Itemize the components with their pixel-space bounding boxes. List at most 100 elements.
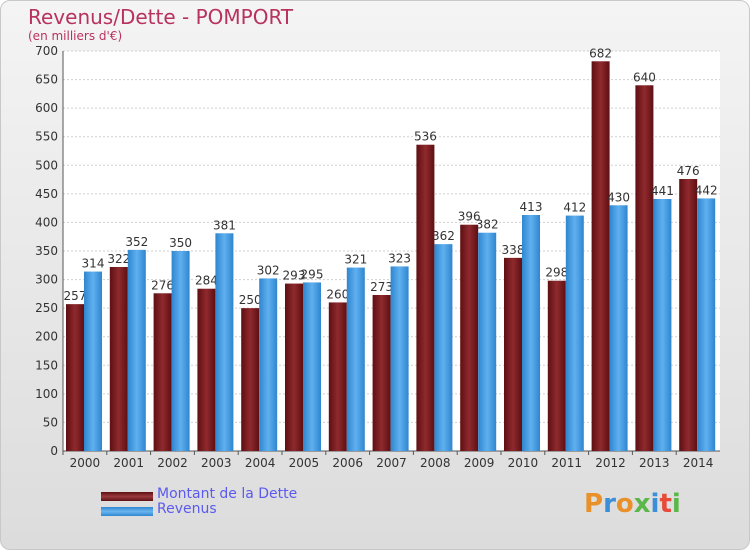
proxiti-logo: Proxiti	[584, 489, 681, 519]
data-label: 314	[82, 257, 105, 271]
x-tick-label: 2012	[595, 456, 626, 470]
bar-revenue	[259, 278, 278, 451]
x-tick-label: 2013	[639, 456, 670, 470]
logo-letter: P	[584, 489, 604, 519]
data-label: 323	[388, 251, 411, 265]
bar-revenue	[609, 205, 628, 451]
x-tick-label: 2010	[508, 456, 539, 470]
data-label: 430	[607, 190, 630, 204]
bar-debt	[372, 295, 391, 451]
data-label: 476	[677, 164, 700, 178]
y-tick-label: 650	[35, 73, 58, 87]
bar-debt	[241, 308, 260, 451]
data-label: 442	[695, 183, 718, 197]
bar-debt	[66, 304, 84, 451]
legend-swatch-revenue	[101, 507, 153, 516]
logo-letter: t	[659, 489, 672, 519]
data-label: 412	[563, 201, 586, 215]
bar-debt	[460, 224, 479, 451]
x-tick-label: 2000	[70, 456, 101, 470]
bar-revenue	[565, 215, 584, 451]
y-tick-label: 300	[35, 273, 58, 287]
bar-debt	[153, 293, 172, 451]
data-label: 284	[195, 274, 218, 288]
data-label: 381	[213, 218, 236, 232]
data-label: 260	[326, 287, 349, 301]
bar-revenue	[215, 233, 234, 451]
bar-revenue	[303, 282, 321, 451]
x-tick-label: 2002	[157, 456, 188, 470]
x-tick-label: 2008	[420, 456, 451, 470]
bar-revenue	[697, 198, 716, 451]
logo-letter: i	[650, 489, 660, 519]
data-label: 352	[125, 235, 148, 249]
y-tick-label: 350	[35, 244, 58, 258]
x-tick-label: 2011	[551, 456, 582, 470]
y-tick-label: 500	[35, 158, 58, 172]
data-label: 682	[589, 46, 612, 60]
logo-letter: x	[633, 489, 651, 519]
x-tick-label: 2009	[464, 456, 495, 470]
bar-debt	[504, 257, 522, 451]
bar-debt	[328, 302, 347, 451]
data-label: 413	[520, 200, 543, 214]
logo-letter: o	[615, 489, 634, 519]
data-label: 257	[64, 289, 87, 303]
data-label: 295	[301, 267, 324, 281]
bar-revenue	[653, 199, 672, 451]
y-tick-label: 700	[35, 44, 58, 58]
data-label: 273	[370, 280, 393, 294]
bar-revenue	[127, 249, 146, 451]
chart-title: Revenus/Dette - POMPORT	[28, 5, 294, 29]
data-label: 322	[107, 252, 130, 266]
bar-debt	[635, 85, 654, 452]
bar-revenue	[171, 251, 190, 451]
data-label: 362	[432, 229, 455, 243]
data-label: 396	[458, 210, 481, 224]
y-tick-label: 100	[35, 387, 58, 401]
bar-debt	[416, 144, 435, 451]
logo-letter: i	[671, 489, 681, 519]
data-label: 640	[633, 70, 656, 84]
data-label: 293	[283, 269, 306, 283]
x-tick-label: 2004	[245, 456, 276, 470]
bar-debt	[547, 280, 566, 451]
y-tick-label: 550	[35, 130, 58, 144]
legend-label-revenue: Revenus	[157, 501, 217, 517]
data-label: 321	[344, 253, 367, 267]
bar-debt	[109, 267, 128, 451]
data-label: 350	[169, 236, 192, 250]
x-tick-label: 2014	[683, 456, 714, 470]
data-label: 441	[651, 184, 674, 198]
bar-revenue	[346, 267, 365, 451]
data-label: 276	[151, 278, 174, 292]
legend-swatch-debt	[101, 492, 153, 501]
bar-revenue	[84, 271, 102, 451]
x-tick-label: 2005	[289, 456, 320, 470]
data-label: 298	[545, 266, 568, 280]
y-tick-label: 450	[35, 187, 58, 201]
data-label: 250	[239, 293, 262, 307]
y-tick-label: 50	[43, 415, 58, 429]
bar-revenue	[522, 215, 540, 451]
y-tick-label: 250	[35, 301, 58, 315]
y-tick-label: 400	[35, 215, 58, 229]
legend-label-debt: Montant de la Dette	[157, 486, 298, 502]
y-tick-label: 0	[50, 444, 58, 458]
bar-revenue	[390, 266, 409, 451]
x-tick-label: 2003	[201, 456, 232, 470]
chart-subtitle: (en milliers d'€)	[28, 29, 123, 43]
data-label: 536	[414, 130, 437, 144]
bar-debt	[679, 179, 698, 451]
logo-letter: r	[603, 489, 616, 519]
x-tick-label: 2001	[113, 456, 144, 470]
data-label: 338	[502, 243, 525, 257]
y-tick-label: 600	[35, 101, 58, 115]
bar-debt	[591, 61, 610, 452]
bar-debt	[197, 288, 216, 451]
bar-debt	[285, 283, 303, 451]
bar-revenue	[434, 244, 453, 451]
bar-revenue	[478, 232, 497, 451]
